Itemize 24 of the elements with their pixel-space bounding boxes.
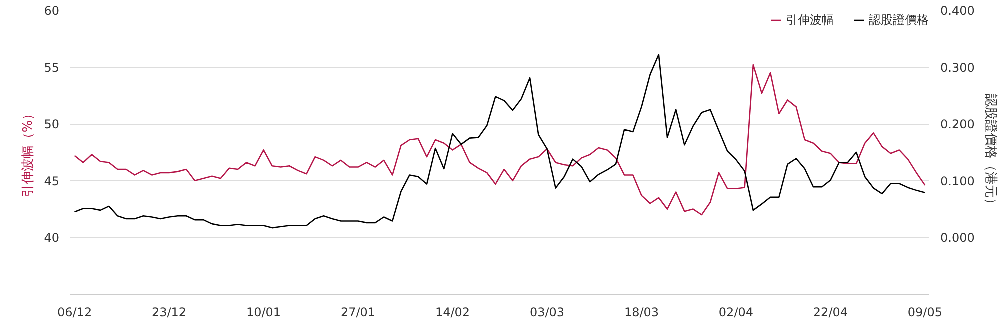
x-tick-label: 27/01 [340, 306, 376, 320]
x-tick-label: 02/04 [718, 306, 754, 320]
x-tick-label: 14/02 [435, 306, 470, 320]
x-tick-label: 23/12 [152, 306, 187, 320]
x-tick-label: 22/04 [813, 306, 848, 320]
y2-axis-title: 認股證價格（港元） [982, 94, 998, 211]
x-tick-label: 06/12 [58, 306, 92, 320]
y-axis-title: 引伸波幅（%） [21, 107, 36, 198]
y-tick-label: 40 [44, 231, 60, 246]
x-tick-label: 03/03 [530, 306, 565, 320]
y2-tick-label: 0.400 [940, 4, 975, 18]
y-tick-label: 55 [44, 60, 60, 75]
y2-tick-label: 0.100 [940, 174, 975, 188]
y-tick-label: 50 [44, 118, 60, 132]
legend-label: 認股證價格 [869, 12, 929, 28]
legend-label: 引伸波幅 [786, 12, 834, 28]
y-tick-label: 45 [44, 174, 60, 188]
y-tick-label: 60 [44, 4, 60, 18]
x-tick-label: 09/05 [908, 306, 943, 320]
x-tick-label: 18/03 [624, 306, 660, 320]
x-tick-label: 10/01 [246, 306, 282, 320]
y2-tick-label: 0.300 [940, 60, 975, 75]
y2-tick-label: 0.200 [940, 118, 975, 132]
y2-tick-label: 0.000 [940, 231, 975, 246]
